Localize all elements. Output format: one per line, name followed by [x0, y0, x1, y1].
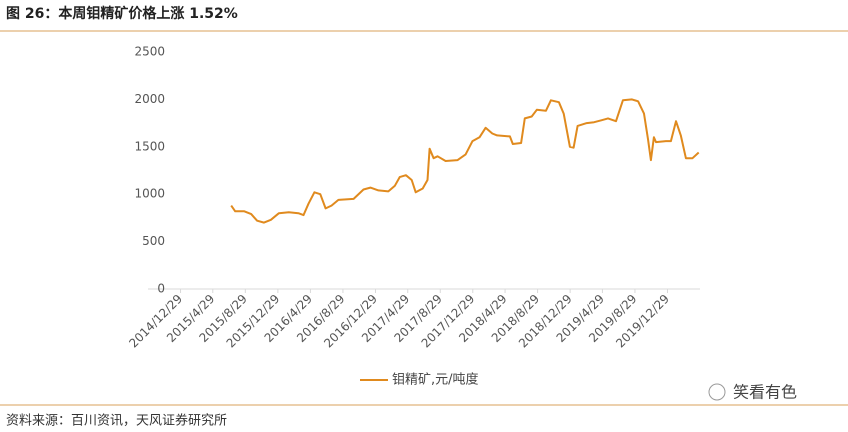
- watermark: 笑看有色: [733, 383, 797, 402]
- y-tick-label: 500: [142, 234, 165, 248]
- chart-title: 图 26：本周钼精矿价格上涨 1.52%: [6, 5, 238, 22]
- data-line: [230, 98, 700, 224]
- y-tick-label: 1000: [134, 187, 165, 201]
- y-tick-label: 0: [157, 282, 165, 296]
- source-note: 资料来源：百川资讯，天风证券研究所: [6, 413, 227, 429]
- legend-label: 钼精矿,元/吨度: [392, 372, 479, 388]
- y-tick-label: 1500: [134, 139, 165, 153]
- watermark-icon: [708, 383, 726, 401]
- y-tick-label: 2500: [134, 45, 165, 59]
- y-tick-label: 2000: [134, 92, 165, 106]
